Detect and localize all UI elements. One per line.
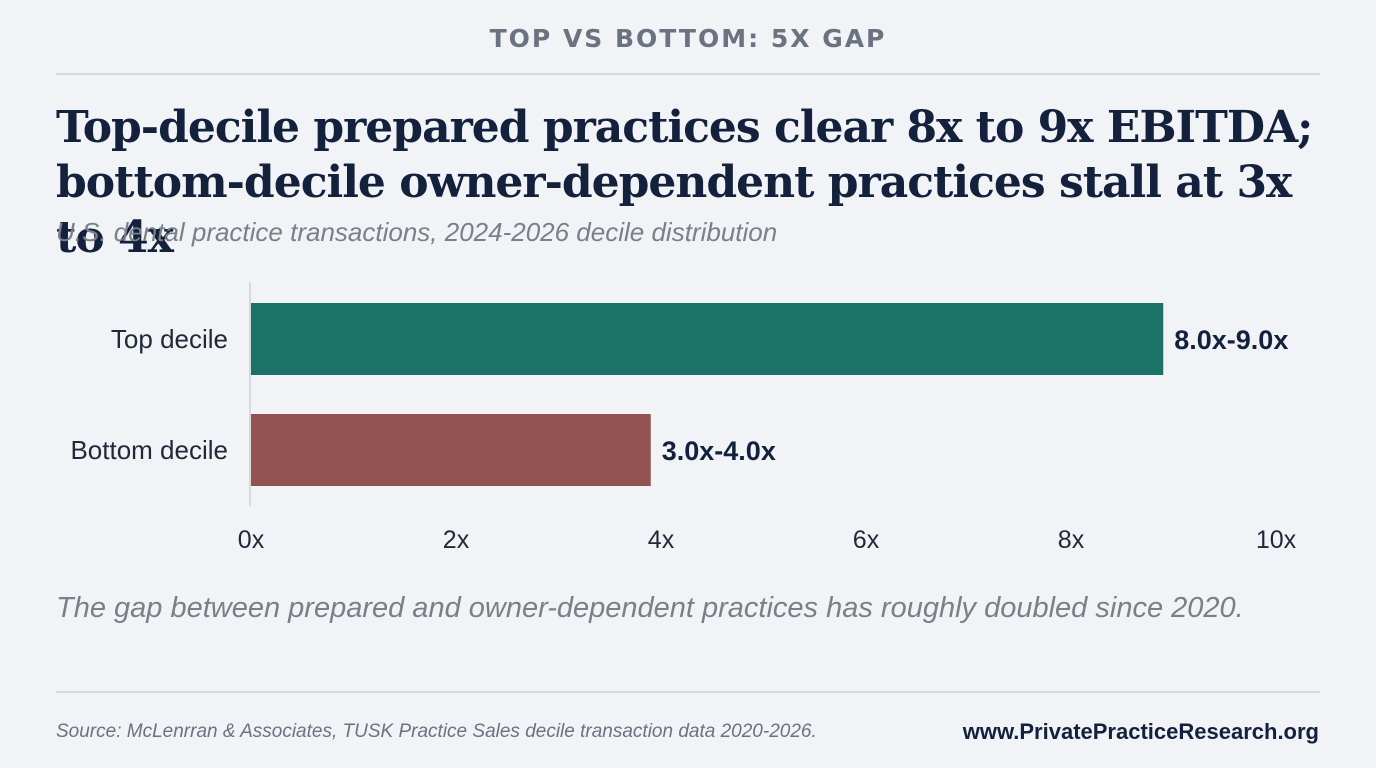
- website-url: www.PrivatePracticeResearch.org: [962, 719, 1319, 744]
- source-citation: Source: McLenrran & Associates, TUSK Pra…: [56, 721, 817, 742]
- category-label: Bottom decile: [70, 435, 228, 465]
- bar-chart: Top decile 8.0x-9.0x Bottom decile 3.0x-4.0…: [70, 282, 1297, 554]
- x-tick-label: 2x: [443, 526, 470, 554]
- headline-line-2: bottom-decile owner-dependent practices …: [56, 157, 1292, 263]
- kicker: TOP VS BOTTOM: 5X GAP: [489, 24, 887, 53]
- bar: [251, 303, 1164, 375]
- x-tick-label: 10x: [1256, 526, 1297, 554]
- data-label: 3.0x-4.0x: [662, 436, 776, 466]
- data-label: 8.0x-9.0x: [1174, 325, 1288, 355]
- x-tick-label: 0x: [238, 526, 265, 554]
- headline: Top-decile prepared practices clear 8x t…: [56, 100, 1346, 265]
- top-divider: [56, 73, 1320, 75]
- x-tick-label: 8x: [1058, 526, 1085, 554]
- bar: [251, 414, 651, 486]
- chart-note: The gap between prepared and owner-depen…: [56, 592, 1244, 624]
- x-tick-label: 4x: [648, 526, 675, 554]
- x-tick-label: 6x: [853, 526, 880, 554]
- subtitle: U.S. dental practice transactions, 2024-…: [56, 217, 778, 247]
- category-label: Top decile: [111, 324, 228, 354]
- headline-line-1: Top-decile prepared practices clear 8x t…: [56, 102, 1313, 153]
- bottom-divider: [56, 691, 1320, 693]
